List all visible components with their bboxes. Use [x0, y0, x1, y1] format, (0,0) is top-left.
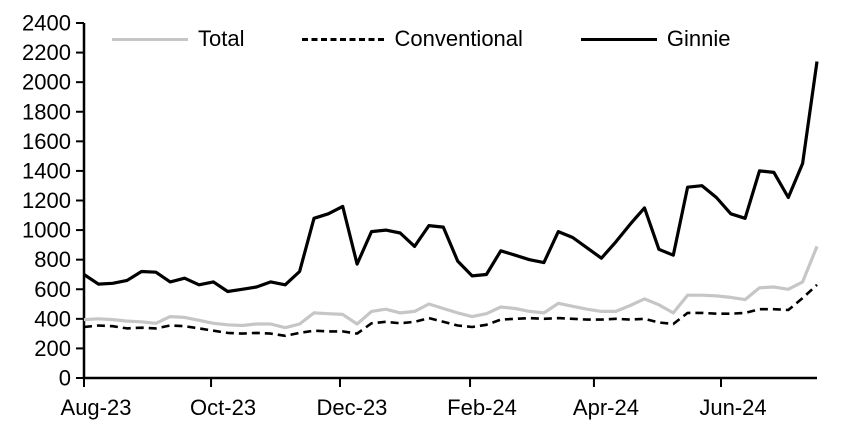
y-tick-label: 2200: [22, 40, 71, 65]
legend-label-conventional: Conventional: [394, 26, 523, 51]
y-tick-label: 1800: [22, 99, 71, 124]
legend-label-ginnie: Ginnie: [666, 26, 731, 51]
y-tick-label: 600: [34, 277, 71, 302]
legend-item-conventional: Conventional: [302, 26, 523, 51]
x-tick-label: Aug-23: [61, 395, 132, 420]
legend-label-total: Total: [198, 26, 245, 51]
y-tick-label: 1000: [22, 218, 71, 243]
y-tick-label: 2000: [22, 70, 71, 95]
y-tick-label: 200: [34, 336, 71, 361]
y-tick-label: 800: [34, 247, 71, 272]
x-tick-label: Oct-23: [190, 395, 256, 420]
y-tick-label: 1600: [22, 129, 71, 154]
y-tick-label: 1200: [22, 188, 71, 213]
chart-legend: Total Conventional Ginnie: [112, 28, 731, 50]
total-line-swatch-icon: [112, 37, 188, 41]
x-tick-label: Dec-23: [317, 395, 388, 420]
y-tick-label: 0: [59, 366, 71, 391]
conventional-series-line: [83, 283, 818, 338]
y-tick-label: 1400: [22, 158, 71, 183]
y-tick-label: 400: [34, 306, 71, 331]
legend-item-total: Total: [112, 28, 244, 50]
legend-item-ginnie: Ginnie: [580, 26, 731, 51]
ginnie-series-line: [83, 61, 819, 294]
x-tick-label: Jun-24: [699, 395, 766, 420]
ginnie-line-swatch-icon: [580, 37, 657, 41]
total-series-line: [83, 245, 819, 330]
x-tick-label: Apr-24: [573, 395, 639, 420]
conventional-line-swatch-icon: [302, 37, 385, 41]
y-tick-label: 2400: [22, 11, 71, 36]
x-tick-label: Feb-24: [447, 395, 517, 420]
